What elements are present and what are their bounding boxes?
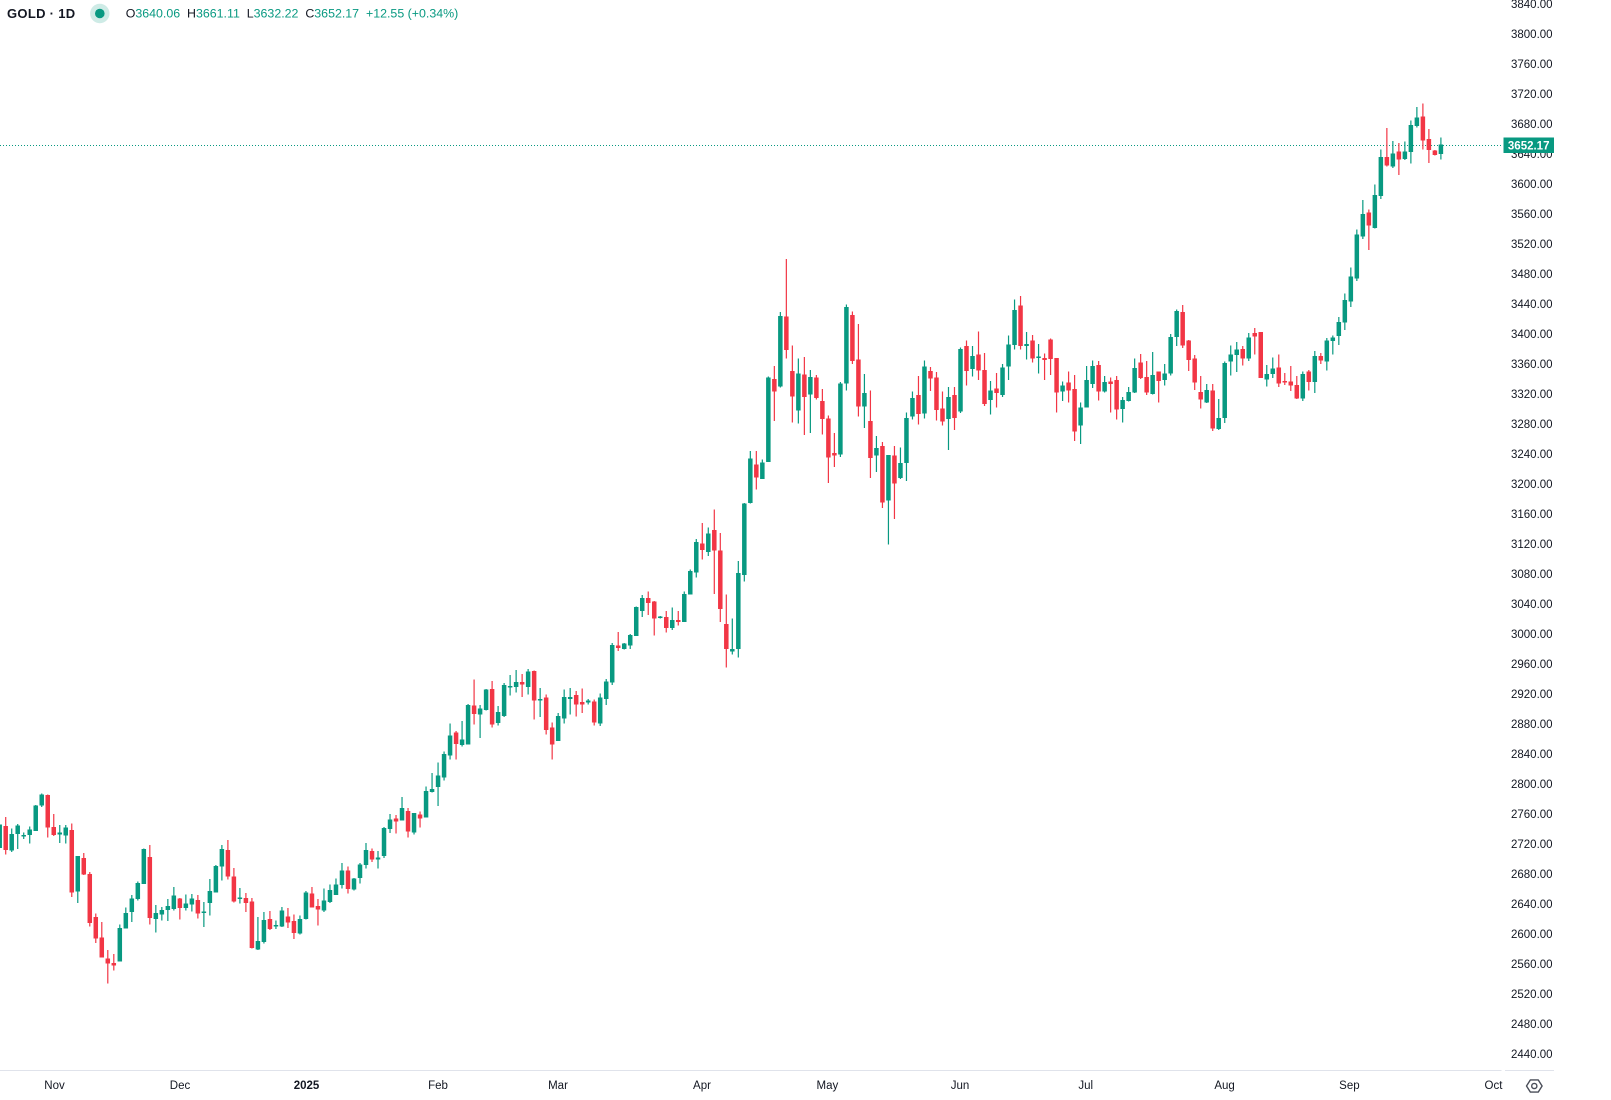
svg-text:2520.00: 2520.00 [1511,989,1553,1001]
svg-text:2480.00: 2480.00 [1511,1019,1553,1031]
svg-text:GOLD · 1D: GOLD · 1D [7,6,75,21]
svg-text:2840.00: 2840.00 [1511,749,1553,761]
svg-text:3240.00: 3240.00 [1511,449,1553,461]
svg-text:2960.00: 2960.00 [1511,659,1553,671]
svg-text:Feb: Feb [428,1080,448,1092]
svg-text:3360.00: 3360.00 [1511,359,1553,371]
svg-text:2760.00: 2760.00 [1511,809,1553,821]
svg-text:O3640.06 H3661.11 L3632.22: O3640.06 H3661.11 L3632.22 C3652.17 +12.… [126,7,459,21]
svg-text:Jun: Jun [951,1080,970,1092]
svg-text:Apr: Apr [693,1080,711,1092]
svg-text:3440.00: 3440.00 [1511,299,1553,311]
svg-text:2800.00: 2800.00 [1511,779,1553,791]
svg-text:Mar: Mar [548,1080,568,1092]
svg-text:3652.17: 3652.17 [1508,141,1550,153]
svg-text:2560.00: 2560.00 [1511,959,1553,971]
svg-text:3320.00: 3320.00 [1511,389,1553,401]
svg-text:3080.00: 3080.00 [1511,569,1553,581]
svg-text:Jul: Jul [1078,1080,1093,1092]
svg-text:3680.00: 3680.00 [1511,119,1553,131]
svg-text:3160.00: 3160.00 [1511,509,1553,521]
svg-text:3000.00: 3000.00 [1511,629,1553,641]
svg-text:3480.00: 3480.00 [1511,269,1553,281]
svg-text:3120.00: 3120.00 [1511,539,1553,551]
svg-text:Aug: Aug [1214,1080,1234,1092]
svg-text:3760.00: 3760.00 [1511,59,1553,71]
svg-text:Nov: Nov [44,1080,65,1092]
svg-text:3720.00: 3720.00 [1511,89,1553,101]
svg-text:2600.00: 2600.00 [1511,929,1553,941]
svg-text:May: May [817,1080,839,1092]
svg-text:3840.00: 3840.00 [1511,0,1553,11]
svg-text:3560.00: 3560.00 [1511,209,1553,221]
svg-text:3600.00: 3600.00 [1511,179,1553,191]
svg-text:Dec: Dec [170,1080,191,1092]
svg-text:2440.00: 2440.00 [1511,1049,1553,1061]
svg-text:3800.00: 3800.00 [1511,29,1553,41]
svg-text:3280.00: 3280.00 [1511,419,1553,431]
svg-text:3040.00: 3040.00 [1511,599,1553,611]
svg-text:Sep: Sep [1339,1080,1359,1092]
svg-text:3520.00: 3520.00 [1511,239,1553,251]
svg-text:2025: 2025 [294,1080,320,1092]
svg-text:2680.00: 2680.00 [1511,869,1553,881]
svg-text:2720.00: 2720.00 [1511,839,1553,851]
svg-text:3200.00: 3200.00 [1511,479,1553,491]
svg-text:3400.00: 3400.00 [1511,329,1553,341]
svg-text:2640.00: 2640.00 [1511,899,1553,911]
svg-text:2920.00: 2920.00 [1511,689,1553,701]
svg-text:Oct: Oct [1485,1080,1504,1092]
svg-text:2880.00: 2880.00 [1511,719,1553,731]
